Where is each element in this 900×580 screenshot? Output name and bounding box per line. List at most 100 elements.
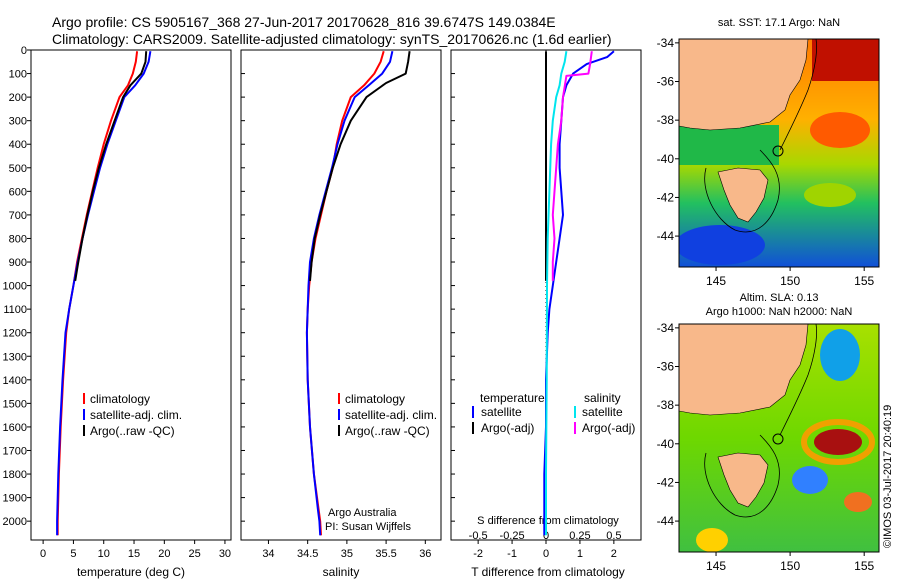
map-y-tick-label: -40 — [657, 437, 675, 451]
sst-float-marker — [772, 145, 784, 157]
sla-eastern-contour — [779, 324, 817, 436]
depth-tick-label: 1200 — [3, 328, 27, 340]
temperature-legend: climatology satellite-adj. clim. Argo(..… — [83, 392, 182, 438]
series-line-salinity-argo-adj- — [551, 51, 593, 281]
sla-map-title-line2: Argo h1000: NaN h2000: NaN — [706, 306, 853, 318]
diff-legend-temperature-heading: temperature — [480, 391, 545, 405]
sla-low-east — [820, 329, 860, 381]
sla-high-southeast — [844, 492, 872, 512]
map-y-tick-label: -42 — [657, 475, 675, 489]
map-y-tick-label: -40 — [657, 152, 675, 166]
depth-tick-label: 600 — [9, 186, 27, 198]
temperature-series — [56, 51, 152, 536]
sst-map-axes: 145 150 155 -34 -36 -38 -40 -42 -44 — [657, 36, 875, 288]
depth-tick-label: 1800 — [3, 469, 27, 481]
depth-tick-label: 900 — [9, 257, 27, 269]
x-tick-label: 34.5 — [297, 548, 318, 560]
series-line-salinity-satellite — [545, 51, 568, 536]
mainland-landmass — [679, 39, 809, 131]
sla-map — [679, 324, 879, 552]
s-tick-label: 0.25 — [569, 530, 590, 542]
x-tick-label: 35 — [341, 548, 353, 560]
x-tick-label: 5 — [70, 548, 76, 560]
depth-tick-label: 2000 — [3, 516, 27, 528]
sst-hot-corner — [812, 39, 879, 81]
difference-legend: temperature satellite Argo(-adj) salinit… — [472, 391, 635, 435]
pi-label: PI: Susan Wijffels — [325, 521, 411, 533]
x-tick-label: 1 — [577, 548, 583, 560]
depth-tick-label: 700 — [9, 210, 27, 222]
sst-map — [679, 39, 879, 267]
temperature-x-label: temperature (deg C) — [77, 565, 185, 579]
series-line-satellite-adj-clim- — [56, 51, 152, 536]
figure-title-line1: Argo profile: CS 5905167_368 27-Jun-2017… — [52, 14, 556, 30]
sla-high-halo — [801, 419, 875, 465]
tasmania-island — [717, 167, 769, 223]
x-tick-label: 10 — [98, 548, 110, 560]
s-tick-label: -0.5 — [469, 530, 488, 542]
imos-timestamp: ©IMOS 03-Jul-2017 20:40:19 — [882, 405, 894, 548]
salinity-series — [305, 50, 411, 536]
depth-tick-label: 300 — [9, 116, 27, 128]
sst-map-frame — [678, 38, 880, 268]
sst-map-title: sat. SST: 17.1 Argo: NaN — [718, 17, 840, 29]
series-line-temperature-satellite — [543, 50, 615, 536]
x-tick-label: 0 — [40, 548, 46, 560]
depth-tick-label: 0 — [21, 45, 27, 57]
sla-map-axes: 145 150 155 -34 -36 -38 -40 -42 -44 — [657, 321, 875, 573]
series-line-argo-raw-qc- — [74, 51, 148, 282]
sal-legend-label-satellite: satellite-adj. clim. — [345, 408, 437, 422]
t-difference-label: T difference from climatology — [471, 565, 625, 579]
x-tick-label: -1 — [507, 548, 517, 560]
sst-warm-core — [810, 112, 870, 148]
depth-tick-label: 1300 — [3, 351, 27, 363]
series-line-climatology — [56, 51, 139, 536]
depth-tick-label: 400 — [9, 139, 27, 151]
sla-shelf-contour — [704, 434, 780, 518]
map-x-tick-label: 145 — [706, 274, 726, 288]
depth-tick-label: 800 — [9, 233, 27, 245]
difference-x-axis: -2 -1 0 1 2 -0.5 -0.25 0 0.25 0.5 — [469, 530, 622, 560]
map-y-tick-label: -36 — [657, 75, 675, 89]
depth-tick-label: 500 — [9, 163, 27, 175]
s-tick-label: -0.25 — [500, 530, 525, 542]
sal-legend-label-climatology: climatology — [345, 392, 405, 406]
sst-shelf-contour — [704, 149, 780, 233]
s-difference-label: S difference from climatology — [477, 515, 619, 527]
x-tick-label: 25 — [189, 548, 201, 560]
map-y-tick-label: -34 — [657, 321, 675, 335]
map-y-tick-label: -38 — [657, 113, 675, 127]
temperature-x-axis: 0 5 10 15 20 25 30 — [40, 540, 231, 560]
depth-tick-label: 200 — [9, 92, 27, 104]
diff-legend-temp-argo: Argo(-adj) — [481, 421, 534, 435]
x-tick-label: 0 — [543, 548, 549, 560]
depth-tick-label: 1500 — [3, 398, 27, 410]
map-y-tick-label: -38 — [657, 398, 675, 412]
depth-tick-label: 1600 — [3, 422, 27, 434]
map-x-tick-label: 150 — [780, 559, 800, 573]
salinity-x-axis: 34 34.5 35 35.5 36 — [262, 540, 431, 560]
temperature-panel-frame — [30, 49, 232, 541]
sst-cold-region — [679, 225, 765, 265]
depth-tick-label: 1900 — [3, 493, 27, 505]
series-line-argo-raw-qc- — [309, 51, 411, 281]
sla-low-south — [792, 466, 828, 494]
x-tick-label: 15 — [128, 548, 140, 560]
map-y-tick-label: -44 — [657, 229, 675, 243]
sst-cool-patch — [804, 183, 856, 207]
x-tick-label: 36 — [419, 548, 431, 560]
sla-high-core — [814, 429, 862, 455]
salinity-x-label: salinity — [323, 565, 360, 579]
salinity-panel-frame — [240, 49, 442, 541]
temp-legend-label-satellite: satellite-adj. clim. — [90, 408, 182, 422]
sla-map-title-line1: Altim. SLA: 0.13 — [740, 292, 819, 304]
salinity-legend: climatology satellite-adj. clim. Argo(..… — [338, 392, 437, 438]
sla-float-marker — [772, 433, 784, 445]
sst-eastern-contour — [779, 39, 817, 151]
x-tick-label: 20 — [158, 548, 170, 560]
depth-tick-label: 1100 — [3, 304, 27, 316]
diff-legend-temp-satellite: satellite — [481, 405, 522, 419]
difference-series — [543, 50, 615, 540]
sst-shelf-band — [679, 125, 779, 165]
